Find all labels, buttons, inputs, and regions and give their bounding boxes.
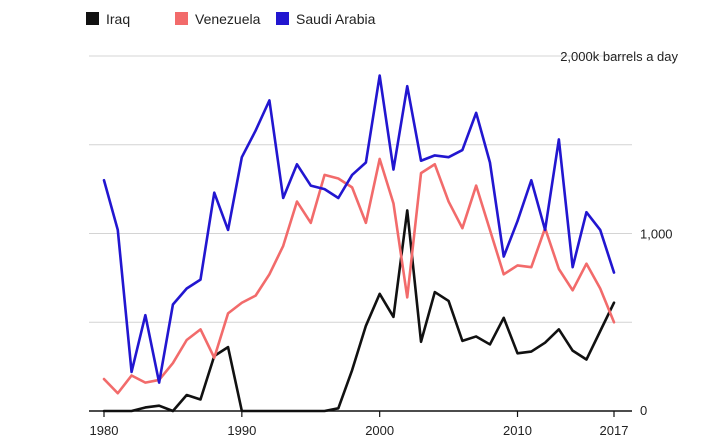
legend: Iraq Venezuela Saudi Arabia bbox=[86, 11, 376, 27]
x-tick-label: 2000 bbox=[365, 423, 394, 438]
x-tick-label: 1980 bbox=[90, 423, 119, 438]
legend-label-venezuela: Venezuela bbox=[195, 11, 261, 27]
legend-swatch-saudi-arabia bbox=[276, 12, 289, 25]
unit-label: 2,000k barrels a day bbox=[560, 49, 678, 64]
gridlines bbox=[89, 55, 632, 323]
series-line-saudi-arabia bbox=[102, 74, 616, 384]
x-tick-label: 2010 bbox=[503, 423, 532, 438]
y-axis-ticks: 0 1,000 bbox=[640, 227, 673, 419]
legend-swatch-iraq bbox=[86, 12, 99, 25]
x-tick-label: 2017 bbox=[600, 423, 629, 438]
y-tick-label: 0 bbox=[640, 403, 647, 418]
series-line-venezuela bbox=[102, 157, 616, 395]
series-lines bbox=[102, 74, 616, 413]
y-tick-label: 1,000 bbox=[640, 227, 673, 242]
x-tick-label: 1990 bbox=[227, 423, 256, 438]
legend-label-saudi-arabia: Saudi Arabia bbox=[296, 11, 376, 27]
legend-label-iraq: Iraq bbox=[106, 11, 130, 27]
x-axis-ticks: 1980 1990 2000 2010 2017 bbox=[90, 411, 629, 438]
legend-swatch-venezuela bbox=[175, 12, 188, 25]
series-line-iraq bbox=[102, 209, 616, 413]
